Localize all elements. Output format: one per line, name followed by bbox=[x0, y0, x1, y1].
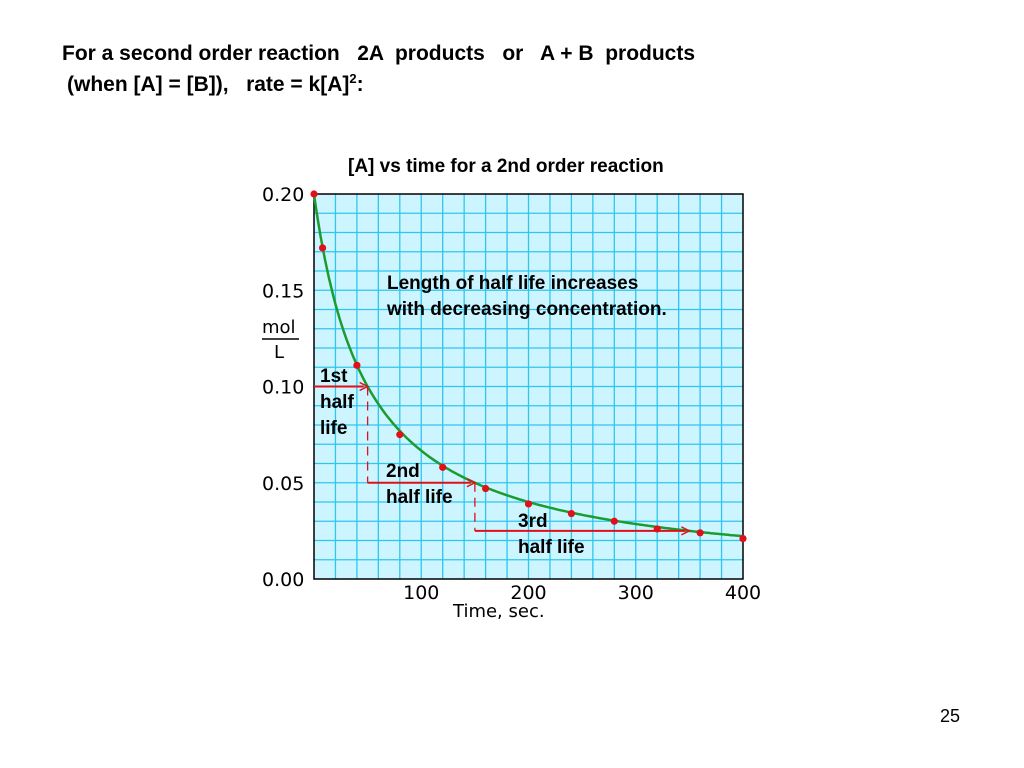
half-life-label: 3rd bbox=[518, 511, 548, 532]
data-point bbox=[739, 534, 747, 543]
half-life-marker: 2nd half life bbox=[367, 461, 477, 531]
slide-heading: For a second order reaction 2A products … bbox=[62, 38, 695, 100]
page-number: 25 bbox=[940, 706, 961, 726]
heading-line-2-colon: : bbox=[356, 73, 364, 96]
data-point bbox=[482, 484, 490, 493]
heading-line-2-text: (when [A] = [B]), rate = k[A] bbox=[67, 73, 350, 96]
half-life-label: 1st bbox=[320, 366, 348, 387]
data-point bbox=[567, 509, 576, 518]
data-point bbox=[396, 431, 404, 439]
chart-title: [A] vs time for a 2nd order reaction bbox=[348, 156, 664, 177]
y-tick-label: 0.15 bbox=[262, 280, 304, 302]
x-tick-label: 300 bbox=[618, 582, 654, 604]
data-point bbox=[310, 190, 318, 198]
half-life-label: 2nd bbox=[386, 461, 420, 482]
x-tick-label: 400 bbox=[725, 582, 761, 604]
y-tick-label: 0.10 bbox=[262, 377, 304, 399]
heading-line-1: For a second order reaction 2A products … bbox=[62, 42, 696, 65]
data-point bbox=[653, 525, 661, 533]
x-tick-label: 100 bbox=[403, 582, 439, 604]
x-tick-label: 200 bbox=[510, 582, 546, 604]
data-point bbox=[353, 361, 361, 369]
y-tick-label: 0.05 bbox=[262, 473, 304, 495]
data-point bbox=[696, 529, 704, 537]
half-life-label: half life bbox=[386, 487, 453, 508]
y-tick-labels: 0.00 0.05 0.10 0.15 0.20 bbox=[262, 184, 304, 591]
x-tick-labels: 100 200 300 400 bbox=[403, 582, 761, 604]
y-label-denominator: L bbox=[274, 342, 284, 363]
data-point bbox=[318, 244, 327, 252]
annotation-line: with decreasing concentration. bbox=[386, 299, 667, 320]
x-axis-label: Time, sec. bbox=[452, 601, 545, 622]
half-life-label: half life bbox=[518, 537, 585, 558]
data-points bbox=[310, 190, 747, 543]
data-point bbox=[439, 463, 447, 471]
y-label-numerator: mol bbox=[262, 317, 296, 338]
half-life-marker: 3rd half life bbox=[474, 511, 692, 558]
grid bbox=[314, 194, 743, 579]
annotation: Length of half life increases with decrea… bbox=[386, 273, 667, 320]
y-tick-label: 0.20 bbox=[262, 184, 304, 206]
half-life-label: life bbox=[320, 418, 347, 439]
half-life-markers: 1st half life 2nd half life 3rd half life bbox=[314, 366, 692, 558]
data-point bbox=[610, 517, 618, 525]
data-point bbox=[524, 500, 533, 508]
heading-line-2: (when [A] = [B]), rate = k[A]2: bbox=[62, 71, 364, 96]
arrow-head bbox=[681, 526, 692, 536]
annotation-line: Length of half life increases bbox=[387, 273, 638, 294]
y-tick-label: 0.00 bbox=[262, 569, 304, 591]
exponent: 2 bbox=[349, 71, 357, 86]
half-life-label: half bbox=[320, 392, 354, 413]
half-life-marker: 1st half life bbox=[314, 366, 370, 483]
